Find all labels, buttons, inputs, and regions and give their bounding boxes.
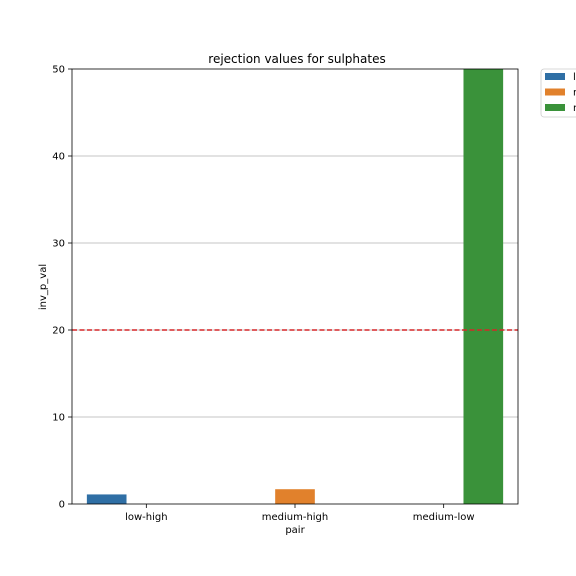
legend-swatch: [545, 104, 565, 111]
bar: [86, 494, 127, 504]
legend-swatch: [545, 73, 565, 80]
y-tick-label: 40: [52, 152, 65, 163]
legend-swatch: [545, 88, 565, 96]
chart-title: rejection values for sulphates: [208, 52, 385, 66]
legend-label: m: [573, 88, 576, 99]
x-axis-ticks: low-high medium-high medium-low: [125, 504, 475, 523]
y-tick-label: 30: [52, 239, 65, 250]
gridlines: [72, 155, 518, 418]
y-tick-label: 20: [52, 326, 65, 337]
x-tick-label: medium-low: [413, 512, 475, 523]
y-tick-label: 10: [52, 413, 65, 424]
y-axis-label: inv_p_val: [38, 264, 49, 310]
bar: [463, 69, 504, 504]
x-tick-label: low-high: [125, 512, 168, 523]
bar: [275, 489, 315, 504]
y-tick-label: 0: [59, 500, 65, 511]
legend-label: l: [573, 72, 576, 83]
x-tick-label: medium-high: [262, 512, 329, 523]
bars: [86, 69, 504, 504]
y-tick-label: 50: [52, 65, 65, 76]
x-axis-label: pair: [285, 525, 305, 536]
y-axis-ticks: 0 10 20 30 40 50: [52, 65, 72, 511]
legend: lmm: [540, 68, 576, 118]
legend-label: m: [573, 103, 576, 114]
